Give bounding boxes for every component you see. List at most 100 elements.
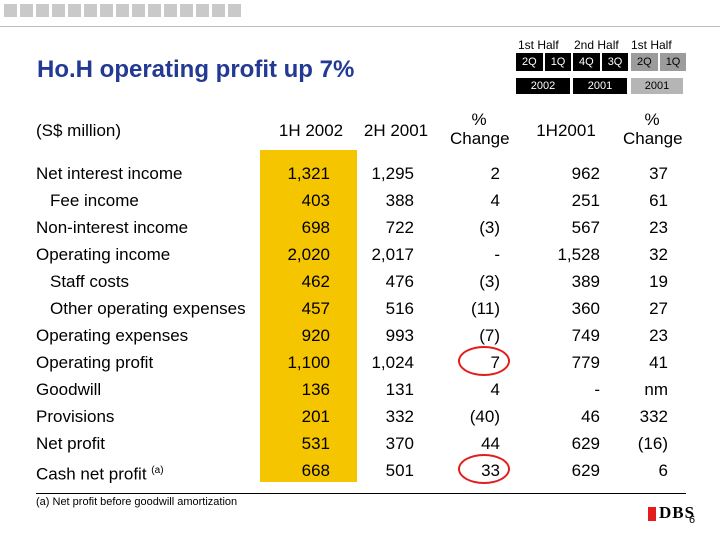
decorative-squares xyxy=(0,4,241,20)
table-cell: (16) xyxy=(637,434,668,453)
row-label: Operating profit xyxy=(36,349,266,376)
table-cell: 1,100 xyxy=(287,353,330,372)
row-label: Fee income xyxy=(36,187,266,214)
table-cell: 476 xyxy=(385,272,414,291)
highlight-circle xyxy=(458,454,510,484)
table-cell: 629 xyxy=(571,434,600,453)
row-label: Provisions xyxy=(36,403,266,430)
table-cell: 251 xyxy=(571,191,600,210)
bottom-divider xyxy=(36,493,686,494)
col-header-1h2001: 1H2001 xyxy=(536,121,596,140)
dbs-logo: DBS xyxy=(648,503,695,523)
tab-quarter: 2Q xyxy=(516,53,543,71)
top-divider xyxy=(0,26,720,27)
table-cell: 962 xyxy=(571,164,600,183)
row-label-text: Operating income xyxy=(36,245,171,264)
row-label: Operating income xyxy=(36,241,266,268)
row-label-text: Fee income xyxy=(50,191,139,210)
row-label: Non-interest income xyxy=(36,214,266,241)
table-cell: 4 xyxy=(490,191,500,210)
row-label-text: Operating expenses xyxy=(36,326,189,345)
col-1h2002: 1,321 403 698 2,020 462 457 920 1,100 136 201 531 6… xyxy=(262,160,330,484)
table-cell: 1,528 xyxy=(557,245,600,264)
table-cell: 332 xyxy=(385,407,414,426)
pct-change-symbol: % Change xyxy=(450,110,510,148)
col-2h2001: 1,295 388 722 2,017 476 516 993 1,024 131 332 370 5… xyxy=(345,160,414,484)
table-cell: 370 xyxy=(385,434,414,453)
tab-quarter: 2Q xyxy=(631,53,658,71)
table-cell: 201 xyxy=(301,407,330,426)
table-cell: 27 xyxy=(649,299,668,318)
col-header-pct-change-2: % Change xyxy=(612,110,692,148)
table-cell: 6 xyxy=(658,461,668,480)
table-cell: 37 xyxy=(649,164,668,183)
table-cell: 41 xyxy=(649,353,668,372)
table-cell: 1,321 xyxy=(287,164,330,183)
row-label: Other operating expenses xyxy=(36,295,266,322)
table-cell: 567 xyxy=(571,218,600,237)
row-label-text: Net profit xyxy=(36,434,105,453)
year-label: 2001 xyxy=(631,78,683,94)
table-cell: (7) xyxy=(479,326,500,345)
page-number: 6 xyxy=(689,514,696,526)
table-cell: 457 xyxy=(301,299,330,318)
col-pct-change-2: 37 61 23 32 19 27 23 41 nm 332 (16) 6 xyxy=(608,160,668,484)
row-label: Goodwill xyxy=(36,376,266,403)
tab-quarter: 4Q xyxy=(573,53,600,71)
row-label-text: Goodwill xyxy=(36,380,102,399)
table-cell: 629 xyxy=(571,461,600,480)
tab-quarter: 1Q xyxy=(659,53,687,71)
row-label-text: Non-interest income xyxy=(36,218,189,237)
col-header-1h2002: 1H 2002 xyxy=(278,121,344,140)
table-cell: (40) xyxy=(469,407,500,426)
highlight-circle xyxy=(458,346,510,376)
table-cell: 698 xyxy=(301,218,330,237)
row-label: Staff costs xyxy=(36,268,266,295)
row-label-text: Provisions xyxy=(36,407,115,426)
table-cell: nm xyxy=(644,380,668,399)
year-label: 2002 xyxy=(516,78,570,94)
table-cell: 131 xyxy=(385,380,414,399)
header-group-3: 1st Half xyxy=(631,38,672,52)
row-label: Net profit xyxy=(36,430,266,457)
col-pct-change: 2 4 (3) - (3) (11) (7) 7 4 (40) 44 33 xyxy=(434,160,500,484)
table-cell: 2,020 xyxy=(287,245,330,264)
table-cell: 136 xyxy=(301,380,330,399)
table-cell: 1,295 xyxy=(371,164,414,183)
page-title: Ho.H operating profit up 7% xyxy=(37,56,355,83)
table-cell: 332 xyxy=(639,407,668,426)
table-cell: 2,017 xyxy=(371,245,414,264)
table-cell: 920 xyxy=(301,326,330,345)
logo-mark-icon xyxy=(648,507,656,522)
row-label-text: Staff costs xyxy=(50,272,130,291)
table-cell: 993 xyxy=(385,326,414,345)
table-cell: 531 xyxy=(301,434,330,453)
row-labels: Net interest income Fee income Non-interes… xyxy=(36,160,266,484)
table-cell: 61 xyxy=(649,191,668,210)
header-tabs-1h2001: 2Q 1Q xyxy=(631,53,688,71)
table-cell: - xyxy=(594,380,600,399)
table-cell: 46 xyxy=(581,407,600,426)
table-cell: 501 xyxy=(385,461,414,480)
table-cell: 19 xyxy=(649,272,668,291)
table-cell: 749 xyxy=(571,326,600,345)
row-label-text: Other operating expenses xyxy=(50,299,246,318)
pct-change-symbol: % Change xyxy=(623,110,683,148)
table-cell: 1,024 xyxy=(371,353,414,372)
row-label: Operating expenses xyxy=(36,322,266,349)
table-cell: - xyxy=(494,245,500,264)
table-cell: (11) xyxy=(471,299,500,318)
table-cell: 360 xyxy=(571,299,600,318)
table-cell: 32 xyxy=(649,245,668,264)
table-cell: 4 xyxy=(490,380,500,399)
col-header-2h2001: 2H 2001 xyxy=(363,121,429,140)
year-label: 2001 xyxy=(573,78,627,94)
footnote-marker: (a) xyxy=(151,465,164,476)
row-label-text: Cash net profit xyxy=(36,464,147,484)
header-tabs-2h2001: 4Q 3Q xyxy=(573,53,630,71)
table-cell: 516 xyxy=(385,299,414,318)
units-label: (S$ million) xyxy=(36,121,122,140)
tab-quarter: 3Q xyxy=(601,53,629,71)
highlight-column xyxy=(260,150,357,482)
table-cell: 722 xyxy=(385,218,414,237)
